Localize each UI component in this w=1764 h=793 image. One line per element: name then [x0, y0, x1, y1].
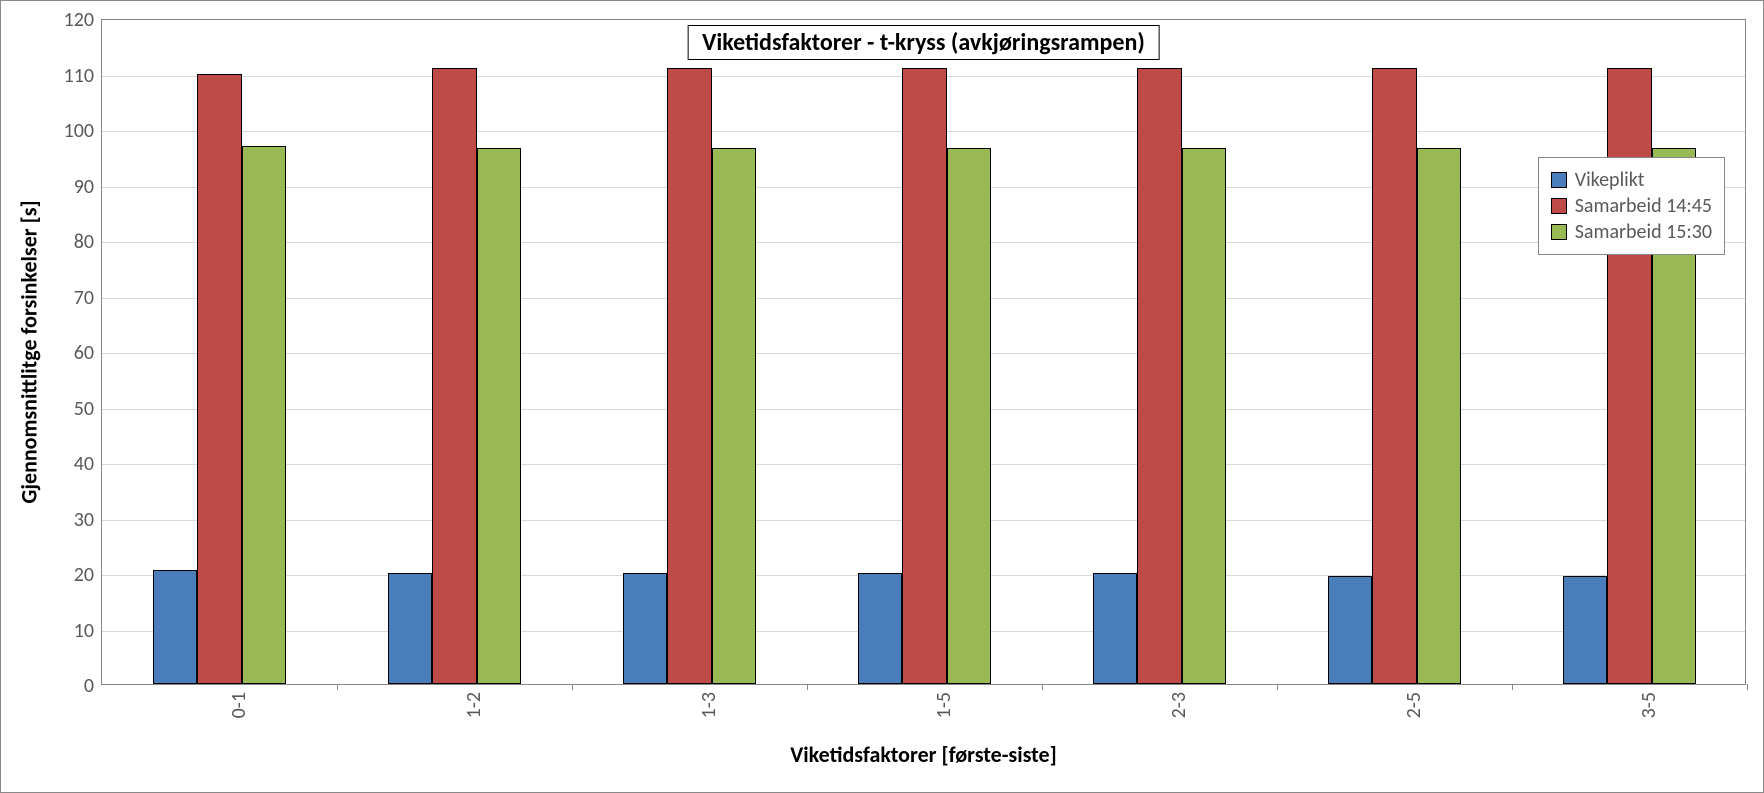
x-tick-mark — [1277, 684, 1278, 690]
bar — [1093, 573, 1138, 684]
x-tick-label: 1-3 — [697, 692, 721, 718]
x-tick-mark — [1042, 684, 1043, 690]
legend-label: Samarbeid 14:45 — [1575, 194, 1712, 218]
bar — [947, 148, 992, 684]
y-tick-label: 20 — [74, 563, 94, 587]
bar — [242, 146, 287, 684]
x-tick-label: 1-2 — [462, 692, 486, 718]
y-axis-title: Gjennomsnittlitge forsinkelser [s] — [16, 200, 43, 503]
bar — [153, 570, 198, 684]
x-tick-mark — [1512, 684, 1513, 690]
y-tick-label: 10 — [74, 619, 94, 643]
bar — [667, 68, 712, 684]
legend-swatch — [1551, 224, 1567, 240]
bar — [902, 68, 947, 684]
y-tick-label: 100 — [64, 119, 94, 143]
y-tick-label: 70 — [74, 286, 94, 310]
x-tick-label: 0-1 — [227, 692, 251, 718]
x-tick-label: 1-5 — [932, 692, 956, 718]
bar — [388, 573, 433, 684]
y-tick-label: 120 — [64, 8, 94, 32]
y-tick-label: 110 — [64, 64, 94, 88]
y-tick-label: 0 — [84, 674, 94, 698]
legend-item: Samarbeid 15:30 — [1551, 220, 1712, 244]
chart-container: 0 10 20 30 40 50 60 70 80 90 100 110 120 0-1 1-2 1-3 1-5… — [0, 0, 1764, 793]
bar — [623, 573, 668, 684]
x-tick-mark — [337, 684, 338, 690]
plot-area: 01020304050607080901001101200-11-21-31-5… — [101, 19, 1746, 685]
legend-swatch — [1551, 172, 1567, 188]
x-tick-mark — [807, 684, 808, 690]
y-tick-label: 50 — [74, 397, 94, 421]
x-tick-label: 3-5 — [1637, 692, 1661, 718]
bar — [432, 68, 477, 684]
bar — [1328, 576, 1373, 684]
bar — [858, 573, 903, 684]
bar — [477, 148, 522, 684]
x-tick-label: 2-5 — [1402, 692, 1426, 718]
bar — [712, 148, 757, 684]
bar — [1137, 68, 1182, 684]
y-tick-label: 90 — [74, 175, 94, 199]
bar — [1182, 148, 1227, 684]
bar — [1563, 576, 1608, 684]
x-tick-mark — [572, 684, 573, 690]
bar — [1417, 148, 1462, 684]
legend-item: Samarbeid 14:45 — [1551, 194, 1712, 218]
y-tick-label: 40 — [74, 452, 94, 476]
legend-item: Vikeplikt — [1551, 168, 1712, 192]
x-axis-title: Viketidsfaktorer [første-siste] — [790, 741, 1056, 768]
bar — [1372, 68, 1417, 684]
legend-label: Samarbeid 15:30 — [1575, 220, 1712, 244]
legend: VikepliktSamarbeid 14:45Samarbeid 15:30 — [1538, 157, 1725, 255]
y-tick-label: 30 — [74, 508, 94, 532]
x-tick-mark — [1747, 684, 1748, 690]
x-tick-label: 2-3 — [1167, 692, 1191, 718]
y-tick-label: 60 — [74, 341, 94, 365]
y-tick-label: 80 — [74, 230, 94, 254]
legend-label: Vikeplikt — [1575, 168, 1645, 192]
chart-title: Viketidsfaktorer - t-kryss (avkjøringsra… — [687, 25, 1160, 60]
legend-swatch — [1551, 198, 1567, 214]
bar — [197, 74, 242, 685]
